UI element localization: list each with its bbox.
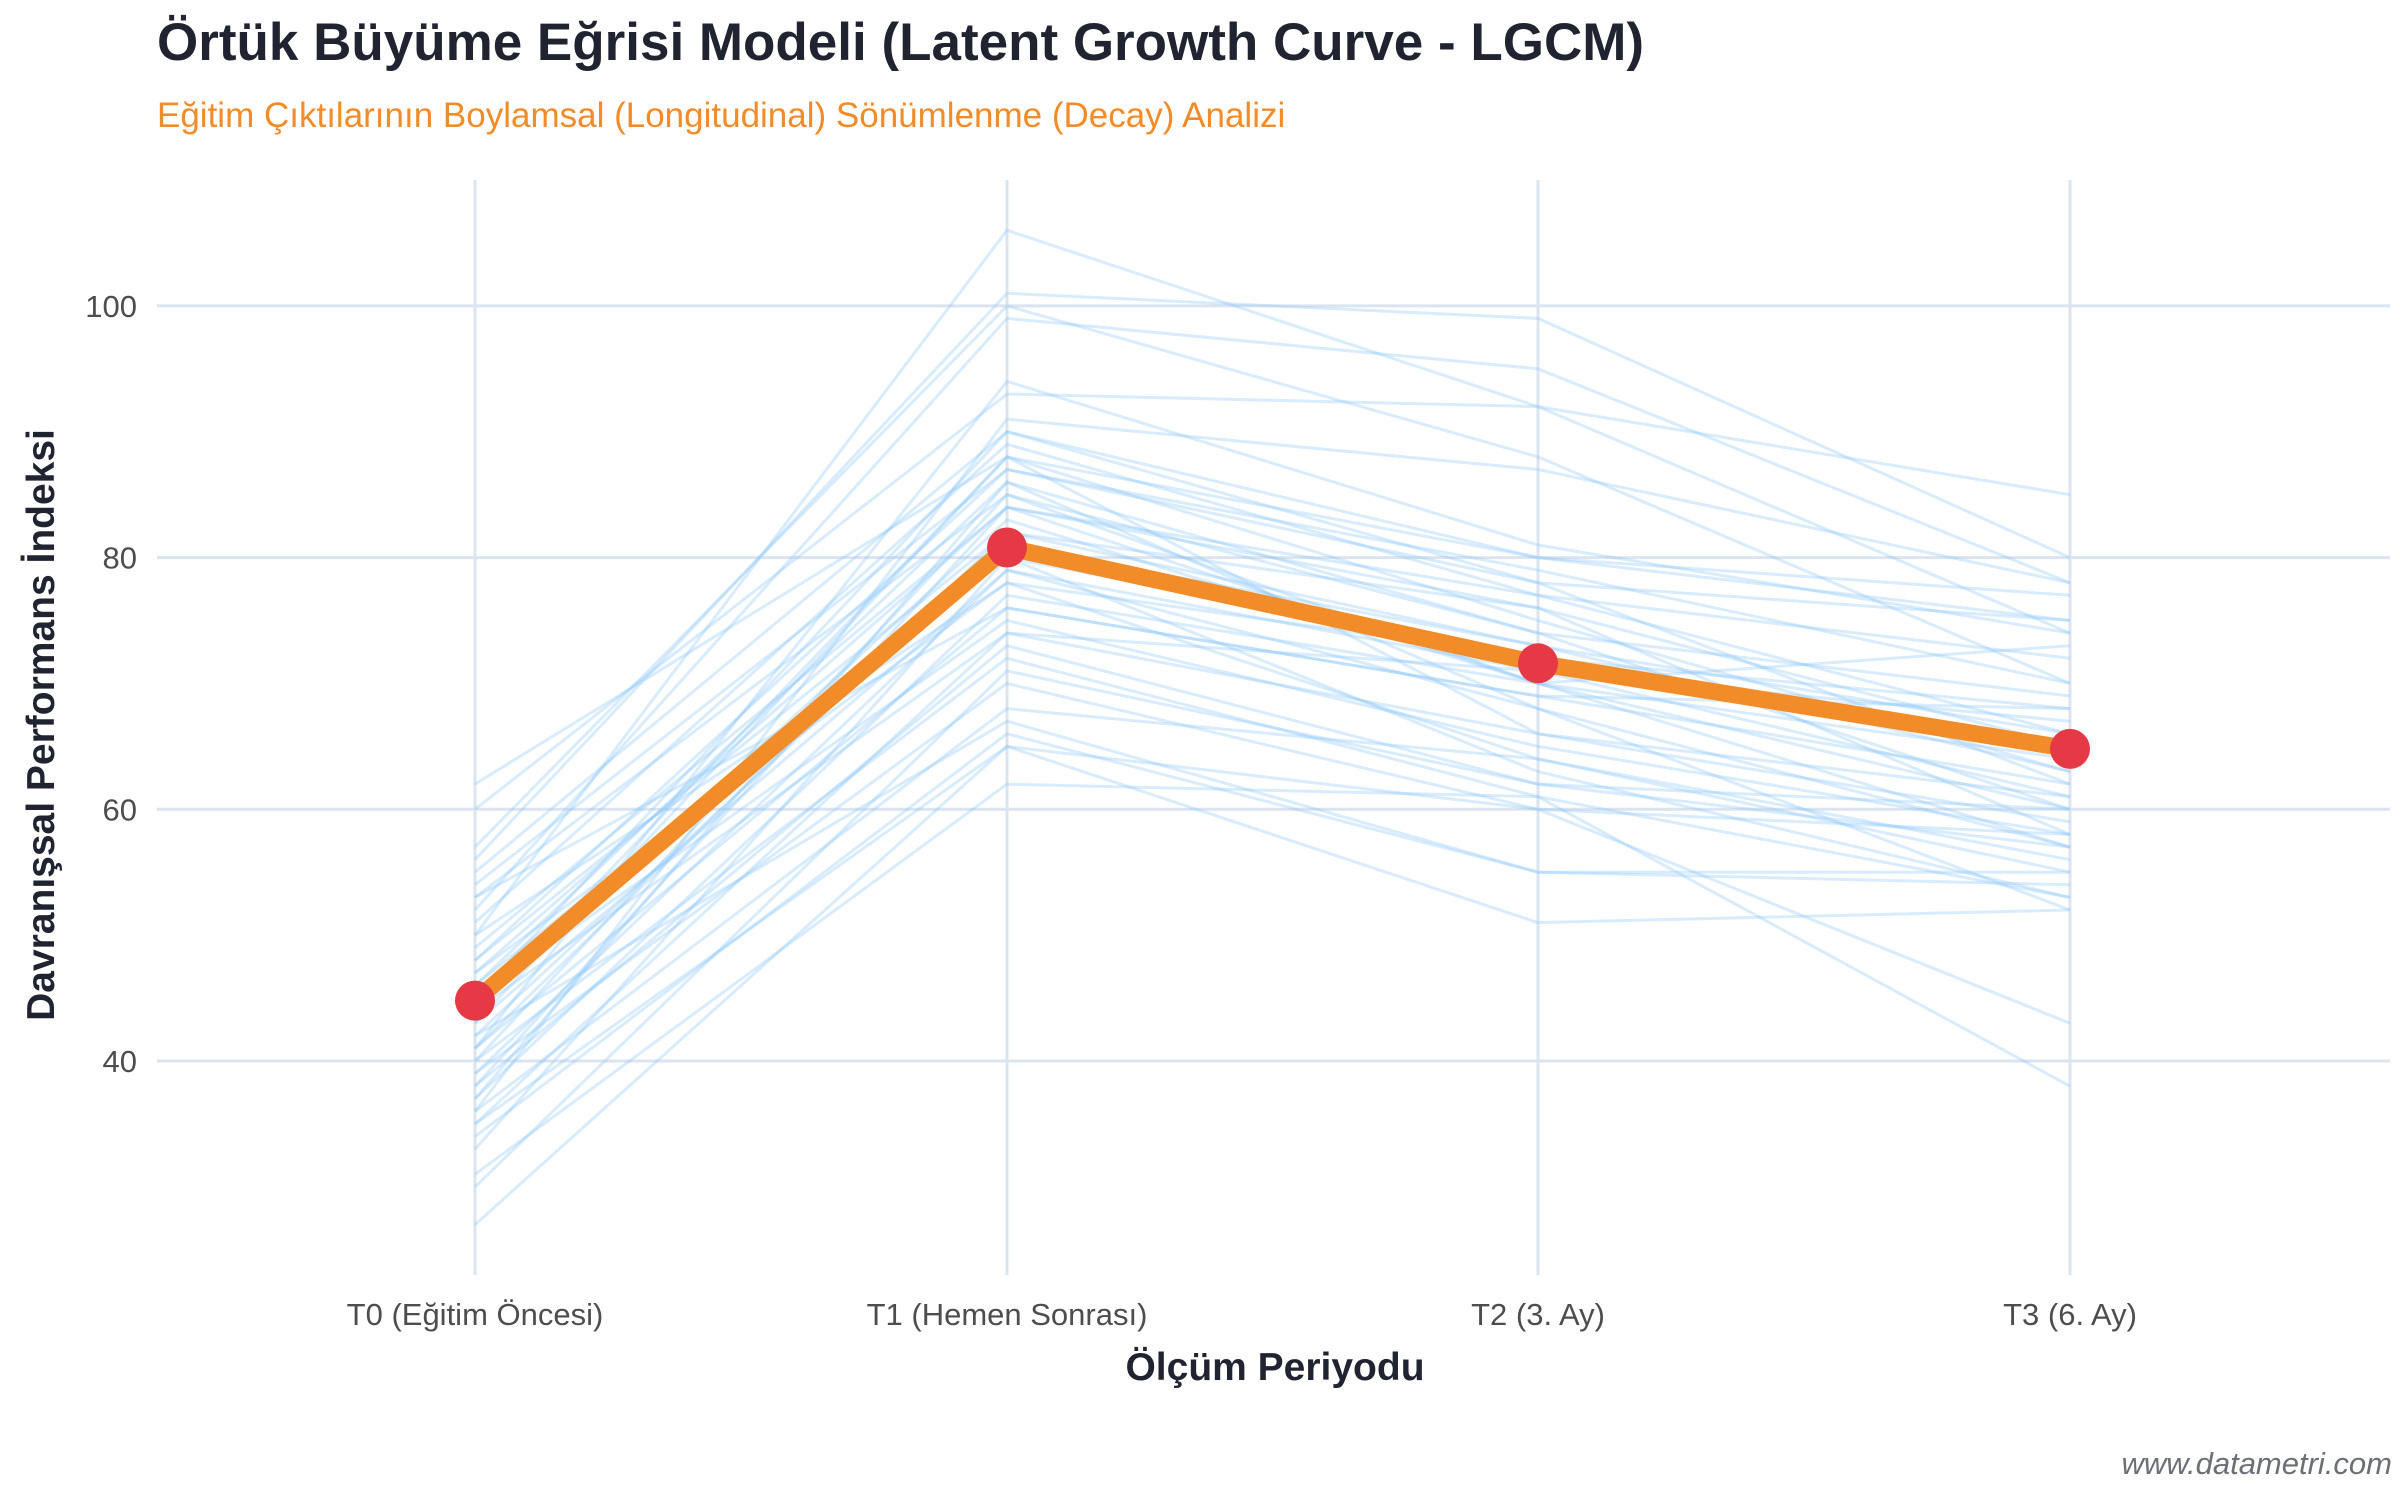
y-tick-label: 40 bbox=[103, 1044, 137, 1079]
tick-labels-layer: 40 60 80 100 T0 (Eğitim Öncesi) T1 (Hemen Son… bbox=[85, 289, 2137, 1332]
individual-trajectory-line bbox=[473, 379, 2071, 1050]
y-tick-label: 60 bbox=[103, 792, 137, 827]
x-tick-label: T0 (Eğitim Öncesi) bbox=[347, 1297, 604, 1332]
individual-trajectory-line bbox=[474, 467, 2071, 886]
individual-trajectory-line bbox=[474, 707, 2071, 1113]
individual-trajectory-line bbox=[474, 782, 2071, 1176]
mean-point bbox=[1518, 643, 1558, 684]
individual-trajectory-line bbox=[473, 555, 2071, 1151]
individual-trajectory-line bbox=[473, 631, 2071, 1126]
individual-trajectory-line bbox=[474, 618, 2071, 1000]
individual-trajectory-line bbox=[473, 568, 2071, 1075]
individual-trajectory-line bbox=[474, 430, 2071, 874]
individual-trajectory-line bbox=[474, 656, 2071, 1063]
x-tick-label: T2 (3. Ay) bbox=[1471, 1297, 1605, 1332]
individual-trajectory-line bbox=[474, 631, 2071, 1012]
individual-trajectory-line bbox=[474, 606, 2071, 1050]
individual-trajectory-line bbox=[473, 291, 2071, 861]
individual-trajectory-line bbox=[473, 593, 2071, 1100]
x-tick-label: T3 (6. Ay) bbox=[2003, 1297, 2137, 1332]
individual-trajectory-line bbox=[473, 455, 2071, 1025]
individual-trajectory-line bbox=[474, 493, 2071, 899]
individual-trajectory-line bbox=[474, 681, 2071, 1075]
individual-lines-layer bbox=[473, 228, 2071, 1226]
chart-title: Örtük Büyüme Eğrisi Modeli (Latent Growt… bbox=[157, 13, 1645, 72]
individual-trajectory-line bbox=[474, 719, 2071, 1038]
individual-trajectory-line bbox=[473, 543, 2071, 1038]
grid-layer bbox=[157, 180, 2390, 1275]
y-tick-label: 80 bbox=[103, 541, 137, 576]
individual-trajectory-line bbox=[473, 744, 2071, 1226]
individual-trajectory-line bbox=[474, 455, 2071, 786]
mean-point bbox=[455, 980, 495, 1021]
individual-trajectory-line bbox=[474, 744, 2071, 1126]
individual-trajectory-line bbox=[474, 568, 2071, 1025]
individual-trajectory-line bbox=[473, 430, 2071, 1000]
individual-trajectory-line bbox=[474, 505, 2071, 949]
individual-trajectory-line bbox=[474, 392, 2071, 811]
x-tick-label: T1 (Hemen Sonrası) bbox=[867, 1297, 1148, 1332]
individual-trajectory-line bbox=[473, 467, 2071, 962]
individual-trajectory-line bbox=[474, 732, 2070, 1138]
individual-trajectory-line bbox=[473, 480, 2071, 987]
individual-trajectory-line bbox=[473, 530, 2071, 1050]
individual-trajectory-line bbox=[473, 480, 2071, 1100]
individual-trajectory-line bbox=[474, 505, 2071, 975]
individual-trajectory-line bbox=[473, 442, 2071, 924]
individual-trajectory-line bbox=[473, 455, 2071, 1012]
y-axis-title: Davranışsal Performans İndeksi bbox=[20, 429, 63, 1021]
individual-trajectory-line bbox=[474, 644, 2071, 1088]
source-caption: www.datametri.com bbox=[2121, 1446, 2392, 1481]
mean-point bbox=[2050, 728, 2090, 769]
mean-line-layer bbox=[455, 527, 2090, 1021]
individual-trajectory-line bbox=[473, 669, 2071, 1188]
mean-growth-line bbox=[466, 539, 2079, 1010]
individual-trajectory-line bbox=[473, 228, 2071, 937]
x-axis-title: Ölçüm Periyodu bbox=[1125, 1346, 1424, 1389]
individual-trajectory-line bbox=[473, 316, 2071, 912]
individual-trajectory-line bbox=[473, 505, 2071, 1088]
mean-point bbox=[987, 527, 1027, 568]
chart-subtitle: Eğitim Çıktılarının Boylamsal (Longitudi… bbox=[157, 96, 1286, 135]
individual-trajectory-line bbox=[473, 304, 2071, 849]
y-tick-label: 100 bbox=[85, 289, 137, 324]
